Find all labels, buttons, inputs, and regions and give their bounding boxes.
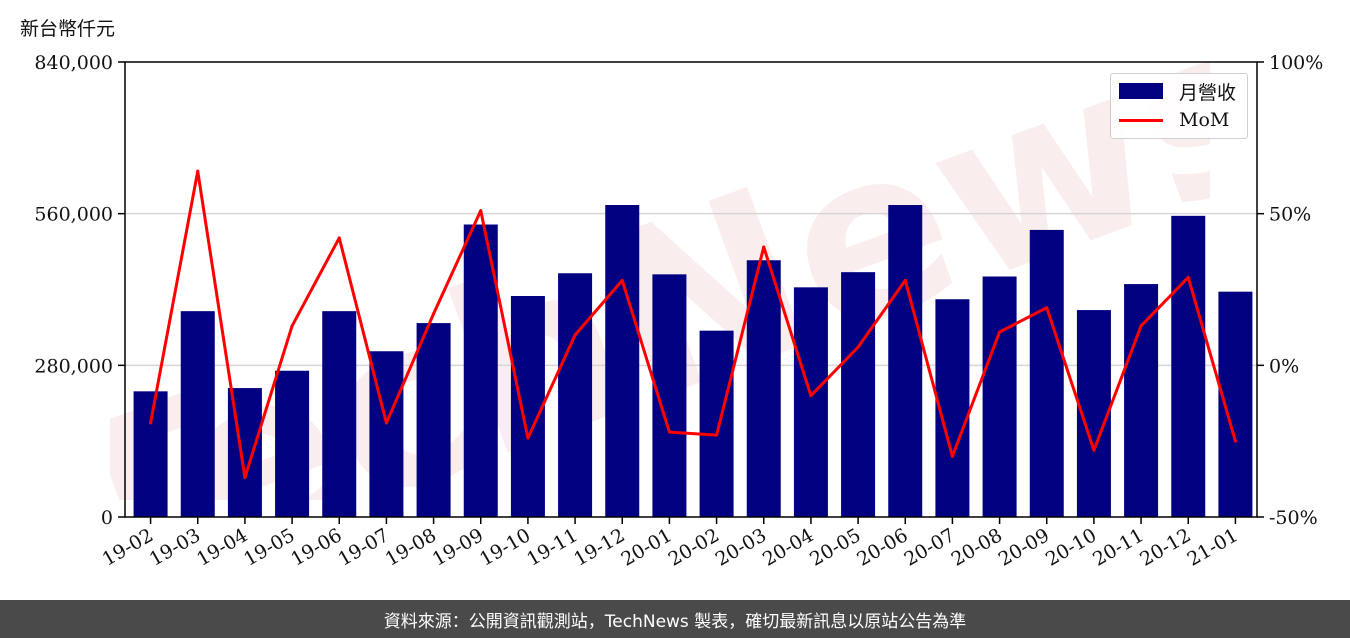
bar-20-03 xyxy=(746,260,781,517)
x-tick-label-21-01: 21-01 xyxy=(1183,524,1241,570)
mom-point-20-05 xyxy=(856,345,860,349)
y-left-tick-label-3: 840,000 xyxy=(34,52,113,74)
x-tick-label-20-05: 20-05 xyxy=(806,524,864,570)
x-tick-label-20-01: 20-01 xyxy=(617,524,675,570)
mom-point-20-02 xyxy=(715,433,719,437)
legend-label-revenue: 月營收 xyxy=(1179,81,1237,104)
revenue-chart: 0 280,000 560,000 840,000 -50% 0% 50% 100% 19-02… xyxy=(34,52,1323,571)
mom-point-19-08 xyxy=(432,312,436,316)
mom-point-19-11 xyxy=(573,333,577,337)
x-tick-label-20-03: 20-03 xyxy=(712,524,770,570)
bar-19-10 xyxy=(510,296,545,517)
mom-point-20-12 xyxy=(1186,275,1190,279)
mom-point-19-09 xyxy=(479,209,483,213)
mom-point-20-01 xyxy=(667,430,671,434)
mom-point-20-08 xyxy=(998,330,1002,334)
bar-20-05 xyxy=(841,272,876,517)
legend-item-revenue: 月營收 xyxy=(1119,79,1237,104)
x-tick-label-20-02: 20-02 xyxy=(665,524,723,570)
y-right-tick-label-2: 50% xyxy=(1269,204,1311,226)
bar-20-07 xyxy=(935,299,970,517)
x-tick-label-19-06: 19-06 xyxy=(287,524,345,570)
bar-19-11 xyxy=(558,273,593,517)
mom-point-20-11 xyxy=(1139,324,1143,328)
legend-item-mom: MoM xyxy=(1119,108,1229,132)
bar-20-11 xyxy=(1124,284,1159,517)
x-tick-label-20-12: 20-12 xyxy=(1136,524,1194,570)
footer-text: 資料來源：公開資訊觀測站，TechNews 製表，確切最新訊息以原站公告為準 xyxy=(383,611,967,632)
bar-19-12 xyxy=(605,205,640,517)
bar-20-08 xyxy=(982,276,1017,517)
x-tick-label-19-05: 19-05 xyxy=(240,524,298,570)
x-tick-label-20-06: 20-06 xyxy=(853,524,911,570)
bar-20-12 xyxy=(1171,215,1206,518)
mom-point-19-04 xyxy=(243,476,247,480)
y-left-tick-label-1: 280,000 xyxy=(34,355,113,377)
y-left-tick-label-2: 560,000 xyxy=(34,204,113,226)
mom-point-20-04 xyxy=(809,394,813,398)
y-axis-unit-label: 新台幣仟元 xyxy=(20,18,116,40)
mom-point-21-01 xyxy=(1233,439,1237,443)
y-left-tick-label-0: 0 xyxy=(101,507,113,529)
mom-line xyxy=(149,169,1237,480)
bar-19-05 xyxy=(275,370,310,517)
bar-19-03 xyxy=(180,311,215,517)
x-tick-label-20-11: 20-11 xyxy=(1089,524,1147,570)
mom-point-20-06 xyxy=(903,278,907,282)
bar-19-02 xyxy=(133,391,168,517)
chart-legend: 月營收 MoM xyxy=(1110,73,1248,139)
x-tick-label-19-04: 19-04 xyxy=(193,524,251,570)
x-tick-label-19-12: 19-12 xyxy=(570,524,628,570)
x-tick-label-19-08: 19-08 xyxy=(382,524,440,570)
x-tick-label-20-08: 20-08 xyxy=(948,524,1006,570)
mom-point-19-02 xyxy=(149,421,153,425)
mom-point-20-10 xyxy=(1092,448,1096,452)
mom-point-19-12 xyxy=(620,278,624,282)
legend-swatch-line xyxy=(1119,118,1163,122)
x-tick-label-19-03: 19-03 xyxy=(146,524,204,570)
bar-20-04 xyxy=(793,287,828,517)
x-tick-label-19-09: 19-09 xyxy=(429,524,487,570)
x-tick-label-19-11: 19-11 xyxy=(523,524,581,570)
x-tick-label-19-02: 19-02 xyxy=(99,524,157,570)
plot-frame xyxy=(124,61,1258,518)
x-tick-label-20-04: 20-04 xyxy=(759,524,817,570)
source-footer: 資料來源：公開資訊觀測站，TechNews 製表，確切最新訊息以原站公告為準 xyxy=(0,600,1350,638)
bar-20-09 xyxy=(1029,229,1064,517)
bar-19-06 xyxy=(322,311,357,517)
mom-point-20-03 xyxy=(762,245,766,249)
x-tick-label-19-07: 19-07 xyxy=(334,524,392,570)
x-tick-label-19-10: 19-10 xyxy=(476,524,534,570)
x-tick-label-20-09: 20-09 xyxy=(995,524,1053,570)
mom-point-19-10 xyxy=(526,436,530,440)
mom-point-20-07 xyxy=(950,454,954,458)
mom-point-20-09 xyxy=(1045,306,1049,310)
bar-20-02 xyxy=(699,330,734,517)
mom-point-19-07 xyxy=(384,421,388,425)
legend-label-mom: MoM xyxy=(1179,109,1230,131)
bar-19-08 xyxy=(416,323,451,517)
y-right-tick-label-3: 100% xyxy=(1269,52,1323,74)
mom-point-19-03 xyxy=(196,169,200,173)
mom-point-19-06 xyxy=(337,236,341,240)
bar-19-09 xyxy=(463,224,498,517)
bar-20-06 xyxy=(888,205,923,517)
legend-swatch-bar xyxy=(1119,83,1163,99)
mom-point-19-05 xyxy=(290,324,294,328)
x-tick-label-20-10: 20-10 xyxy=(1042,524,1100,570)
x-tick-label-20-07: 20-07 xyxy=(900,524,958,570)
y-right-tick-label-0: -50% xyxy=(1269,507,1318,529)
y-right-tick-label-1: 0% xyxy=(1269,355,1299,377)
